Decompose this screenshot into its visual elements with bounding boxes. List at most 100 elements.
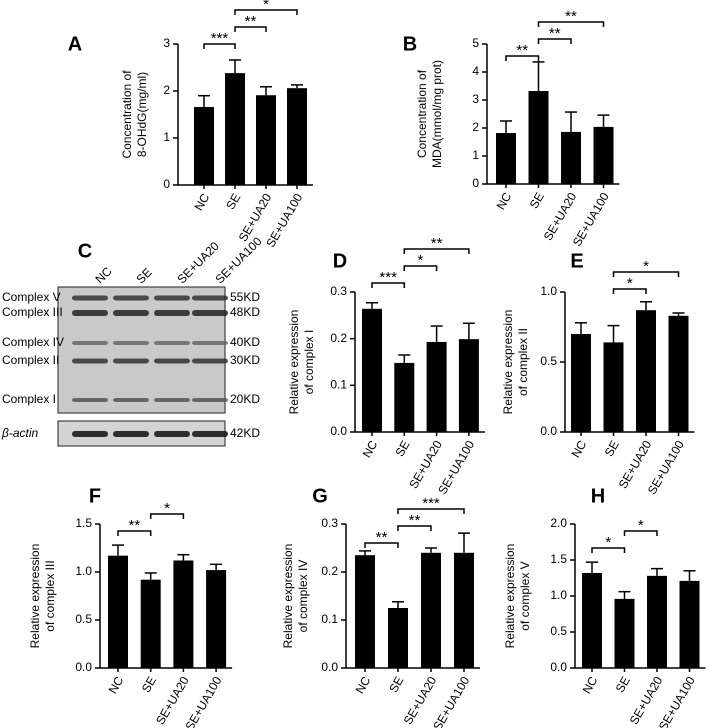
error-bar [366, 301, 378, 309]
error-bar [575, 322, 587, 334]
panel-label: E [570, 250, 583, 272]
y-tick-label: 0.1 [330, 378, 347, 392]
error-bar [229, 59, 241, 74]
band [113, 341, 149, 345]
size-label: 48KD [230, 305, 260, 319]
band [192, 341, 228, 345]
band [72, 358, 108, 364]
error-bar [532, 61, 545, 92]
error-bar [430, 325, 443, 342]
y-tick-label: 1 [163, 130, 170, 144]
y-tick-label: 0.0 [550, 660, 567, 674]
band [113, 398, 149, 402]
error-bar [112, 544, 124, 556]
y-axis-label-line: of complex IV [296, 560, 310, 633]
panel-label: G [312, 485, 328, 507]
y-tick-label: 0.0 [540, 424, 557, 438]
error-bar [392, 601, 404, 608]
bar [173, 560, 194, 668]
y-axis-label-line: MDA(mmol/mg prot) [430, 60, 444, 168]
y-axis-label-line: Relative expression [287, 310, 301, 415]
band-label: Complex III [2, 305, 63, 319]
band [192, 310, 228, 316]
y-axis-label: Relative expressionof complex III [28, 544, 57, 649]
band-label: Complex I [2, 392, 56, 406]
significance-bracket [403, 248, 470, 254]
band [72, 431, 108, 437]
error-bar [565, 111, 577, 132]
size-label: 20KD [230, 392, 260, 406]
y-axis-label-line: of complex II [516, 328, 530, 396]
error-bar [500, 120, 512, 134]
significance-bracket [117, 530, 152, 536]
significance-label: ** [565, 8, 577, 25]
y-axis-label-line: Relative expression [501, 310, 515, 415]
y-tick-label: 3 [163, 36, 170, 50]
y-axis-label: Concentration of8-OHdG(mg/ml) [120, 70, 149, 159]
significance-label: * [638, 517, 644, 534]
band [154, 398, 190, 402]
y-axis-label: Relative expressionof complex II [501, 310, 530, 415]
bar [108, 555, 128, 668]
bar [355, 555, 375, 668]
band [72, 310, 108, 316]
y-tick-label: 0.3 [321, 516, 338, 530]
error-bar [291, 84, 303, 89]
error-bar [640, 301, 652, 311]
panel-label: F [89, 485, 101, 507]
significance-bracket [591, 547, 626, 553]
y-axis-label-line: Concentration of [415, 69, 429, 158]
significance-label: * [263, 0, 269, 13]
y-tick-label: 2 [163, 83, 170, 97]
error-bar [683, 570, 696, 581]
y-tick-label: 0 [472, 176, 479, 190]
significance-bracket [397, 525, 432, 531]
bar [421, 552, 441, 668]
significance-bracket [149, 513, 185, 519]
significance-label: * [643, 258, 649, 275]
y-tick-label: 4 [472, 64, 479, 78]
significance-label: ** [549, 25, 561, 42]
y-tick-label: 0.0 [330, 424, 347, 438]
bar [593, 126, 614, 184]
error-bar [177, 553, 190, 561]
bar [206, 570, 227, 668]
bar [668, 315, 689, 432]
y-tick-label: 1 [472, 148, 479, 162]
y-axis-label-line: of complex III [43, 560, 57, 631]
band [113, 431, 149, 437]
significance-label: *** [211, 30, 229, 47]
error-bar [198, 94, 210, 107]
y-tick-label: 0.0 [75, 660, 92, 674]
band-label: Complex II [2, 353, 59, 367]
significance-bracket [364, 542, 399, 548]
bar [140, 579, 161, 668]
significance-bracket [623, 530, 658, 536]
y-tick-label: 0.1 [321, 612, 338, 626]
band [192, 398, 228, 402]
y-tick-label: 2.0 [550, 516, 567, 530]
bar [362, 308, 382, 432]
y-axis-label-line: of complex I [302, 330, 316, 395]
x-tick-label: SE [602, 438, 622, 459]
bar [561, 131, 581, 184]
error-bar [618, 590, 631, 599]
y-tick-label: 3 [472, 92, 479, 106]
error-bar [144, 572, 157, 580]
band-label: β-actin [1, 426, 39, 440]
significance-bracket [403, 265, 438, 271]
x-tick-label: SE [386, 674, 406, 695]
error-bar [672, 312, 685, 316]
bar [636, 310, 656, 432]
significance-label: ** [516, 42, 528, 59]
bar [454, 552, 474, 668]
panel-label: A [68, 33, 82, 55]
x-tick-label: SE [393, 438, 413, 459]
y-tick-label: 1.5 [75, 516, 92, 530]
significance-label: *** [422, 495, 440, 512]
significance-label: * [605, 534, 611, 551]
band [113, 310, 149, 316]
significance-label: ** [431, 235, 443, 252]
bar [647, 575, 667, 668]
error-bar [425, 547, 437, 553]
